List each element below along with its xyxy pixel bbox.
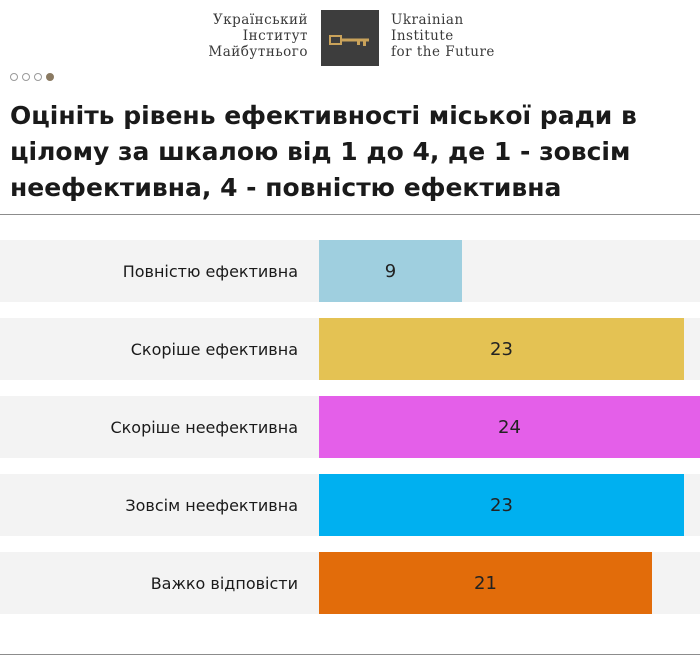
data-label: 9 (384, 260, 397, 282)
org-name-uk-line: Український (212, 12, 308, 28)
pagination-dot[interactable] (22, 73, 30, 81)
divider-top (0, 214, 700, 215)
org-name-en-line: for the Future (391, 44, 495, 60)
bar: 21 (319, 552, 652, 614)
bar: 23 (319, 474, 684, 536)
org-name-en: Ukrainian Institute for the Future (391, 12, 591, 60)
chart-title: Оцініть рівень ефективності міської ради… (10, 101, 637, 202)
pagination-dot[interactable] (34, 73, 42, 81)
pagination-dot-active[interactable] (46, 73, 54, 81)
org-name-uk: Український Інститут Майбутнього (150, 12, 308, 60)
data-label: 21 (474, 572, 497, 594)
category-label: Важко відповісти (150, 573, 298, 593)
data-label: 23 (490, 338, 513, 360)
category-label: Скоріше неефективна (110, 417, 298, 437)
org-name-uk-line: Інститут (242, 28, 308, 44)
logo (321, 10, 379, 66)
category-label: Повністю ефективна (122, 261, 298, 281)
data-label: 24 (498, 416, 521, 438)
header: Український Інститут Майбутнього Ukraini… (0, 0, 700, 72)
category-label: Скоріше ефективна (130, 339, 298, 359)
bar: 9 (319, 240, 462, 302)
org-name-en-line: Ukrainian (391, 12, 464, 28)
category-label: Зовсім неефективна (125, 495, 298, 515)
divider-bottom (0, 654, 700, 655)
key-icon (329, 35, 369, 46)
pagination-dot[interactable] (10, 73, 18, 81)
bar: 23 (319, 318, 684, 380)
bar: 24 (319, 396, 700, 458)
data-label: 23 (490, 494, 513, 516)
org-name-en-line: Institute (391, 28, 454, 44)
org-name-uk-line: Майбутнього (208, 44, 308, 60)
